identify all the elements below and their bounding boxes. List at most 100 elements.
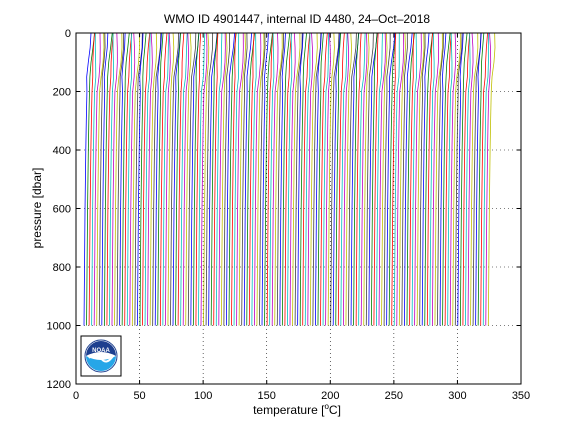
profile-line <box>462 32 471 326</box>
profile-line <box>223 32 231 326</box>
profile-line <box>330 32 340 326</box>
profile-line <box>164 32 171 326</box>
y-tick-label: 0 <box>65 28 71 40</box>
profile-line <box>137 32 144 326</box>
profile-line <box>287 32 293 326</box>
profile-line <box>236 32 244 326</box>
profile-line <box>190 32 200 326</box>
profile-line <box>152 32 162 326</box>
profile-line <box>302 32 311 326</box>
profile-line <box>198 32 206 326</box>
profile-line <box>404 32 413 326</box>
profile-line <box>228 32 237 326</box>
profile-line <box>342 32 349 326</box>
profile-line <box>134 32 143 326</box>
x-tick-label: 0 <box>73 390 79 402</box>
logo-text: NOAA <box>92 348 110 354</box>
profile-line <box>454 32 463 326</box>
profile-lines <box>83 32 496 326</box>
profile-line <box>203 32 210 326</box>
profile-line <box>274 32 283 326</box>
y-tick-label: 600 <box>53 204 71 216</box>
profile-line <box>325 32 331 326</box>
profile-line <box>246 32 256 326</box>
profile-line <box>271 32 279 326</box>
profile-line <box>431 32 440 326</box>
profile-line <box>398 32 406 326</box>
profile-line <box>470 32 479 326</box>
profile-line <box>317 32 324 326</box>
profile-line <box>131 32 140 326</box>
profile-line <box>124 32 133 326</box>
profile-line <box>119 32 126 326</box>
profile-line <box>162 32 170 326</box>
profile-line <box>93 32 101 326</box>
x-tick-label: 350 <box>512 390 530 402</box>
profile-line <box>180 32 188 326</box>
profile-line <box>376 32 383 326</box>
profile-line <box>126 32 132 326</box>
profile-line <box>434 32 443 326</box>
profile-line <box>360 32 368 326</box>
profile-line <box>348 32 357 326</box>
profile-line <box>482 32 489 326</box>
profile-line <box>83 32 92 326</box>
profile-line <box>187 32 197 326</box>
profile-line <box>447 32 453 326</box>
profile-line <box>358 32 366 326</box>
profile-line <box>289 32 296 326</box>
y-tick-label: 1200 <box>47 379 71 391</box>
y-tick-label: 200 <box>53 87 71 99</box>
profile-line <box>335 32 342 326</box>
profile-line <box>233 32 240 326</box>
x-tick-label: 150 <box>258 390 276 402</box>
profile-line <box>98 32 106 326</box>
profile-line <box>259 32 266 326</box>
profile-line <box>185 32 192 326</box>
x-tick-label: 200 <box>321 390 339 402</box>
profile-line <box>111 32 118 326</box>
profile-line <box>248 32 255 326</box>
profile-line <box>363 32 370 326</box>
profile-line <box>226 32 236 326</box>
x-tick-label: 50 <box>133 390 145 402</box>
profile-line <box>121 32 130 326</box>
profile-line <box>109 32 115 326</box>
profile-line <box>373 32 379 326</box>
profile-line <box>406 32 415 326</box>
y-tick-label: 1000 <box>47 321 71 333</box>
profile-line <box>414 32 422 326</box>
profile-line <box>294 32 303 326</box>
profile-line <box>409 32 415 326</box>
profile-line <box>332 32 341 326</box>
profile-line <box>299 32 307 326</box>
profile-line <box>241 32 248 326</box>
y-tick-label: 400 <box>53 145 71 157</box>
profile-line <box>116 32 124 326</box>
profile-line <box>309 32 318 326</box>
profile-line <box>213 32 219 326</box>
profile-line <box>487 32 496 326</box>
profile-line <box>157 32 164 326</box>
profile-line <box>101 32 109 326</box>
profile-line <box>276 32 284 326</box>
profile-line <box>381 32 388 326</box>
profile-line <box>195 32 202 326</box>
profile-line <box>142 32 151 326</box>
profile-line <box>419 32 426 326</box>
profile-line <box>284 32 292 326</box>
profile-line <box>442 32 451 326</box>
profile-line <box>96 32 105 326</box>
profile-line <box>457 32 464 326</box>
profile-line <box>444 32 452 326</box>
profile-line <box>437 32 444 326</box>
profile-line <box>200 32 208 326</box>
profile-line <box>281 32 291 326</box>
profile-line <box>279 32 286 326</box>
profile-line <box>485 32 492 326</box>
profile-line <box>261 32 269 326</box>
profile-line <box>86 32 96 326</box>
profile-line <box>383 32 391 326</box>
profile-line <box>459 32 468 326</box>
profile-line <box>386 32 396 326</box>
